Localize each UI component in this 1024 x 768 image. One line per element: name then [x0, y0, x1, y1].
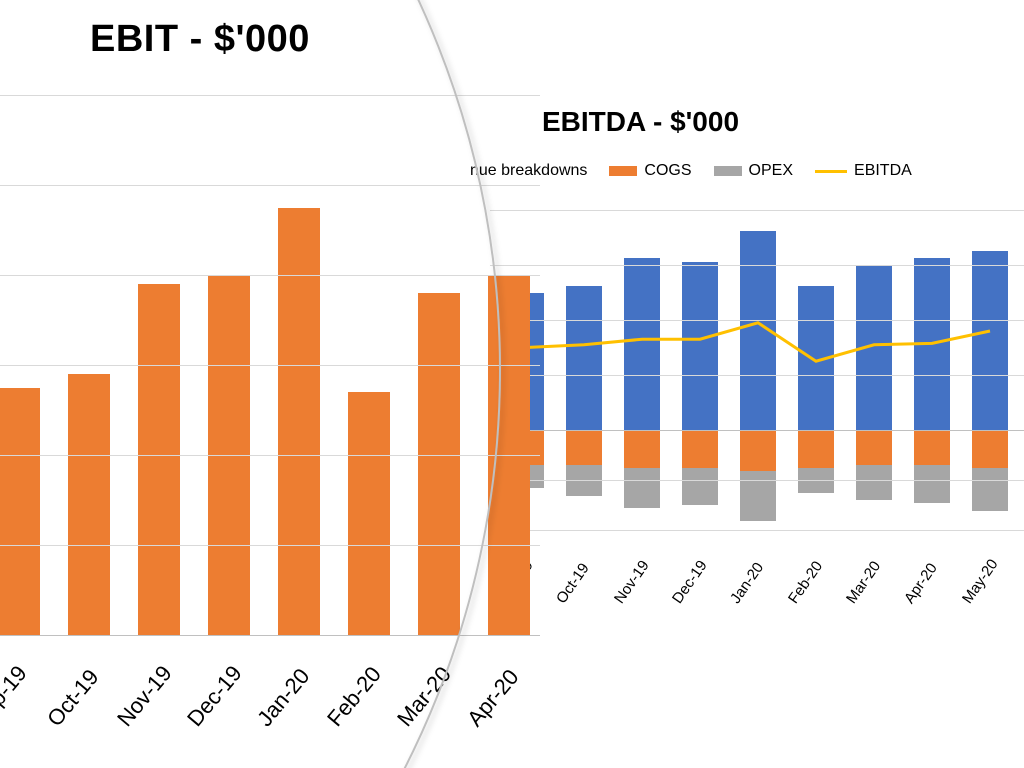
legend-item-opex: OPEX	[714, 162, 793, 180]
ebitda-line-series	[490, 210, 1024, 530]
canvas: EBITDA - $'000 nue breakdowns COGS OPEX …	[0, 0, 1024, 768]
ebit-x-label: Mar-20	[392, 662, 457, 732]
ebitda-x-label: Mar-20	[843, 558, 884, 607]
ebit-x-label: Oct-19	[42, 664, 104, 731]
ebit-x-label: Dec-19	[182, 661, 248, 732]
ebit-gridline	[0, 185, 540, 186]
legend-label-opex: OPEX	[749, 162, 793, 180]
ebitda-gridline	[490, 480, 1024, 481]
ebitda-gridline	[490, 320, 1024, 321]
ebit-plot-area	[0, 95, 540, 635]
ebitda-gridline	[490, 210, 1024, 211]
ebit-gridline	[0, 635, 540, 636]
ebitda-x-label: Feb-20	[785, 558, 826, 607]
ebit-x-label: Jan-20	[252, 663, 315, 731]
ebit-x-label: Sep-19	[0, 661, 33, 732]
legend-swatch-opex	[714, 166, 742, 176]
ebit-bar	[138, 284, 180, 635]
ebitda-panel: EBITDA - $'000 nue breakdowns COGS OPEX …	[470, 100, 1024, 660]
ebitda-gridline	[490, 265, 1024, 266]
ebit-bar	[68, 374, 110, 635]
ebitda-x-label: Nov-19	[611, 557, 653, 606]
ebitda-line-path	[526, 323, 990, 362]
ebit-gridline	[0, 275, 540, 276]
ebit-panel: EBIT - $'000 Sep-19 Oct-19Nov-19Dec-19Jan…	[0, 0, 540, 768]
ebitda-plot-area	[490, 210, 1024, 530]
ebit-title: EBIT - $'000	[90, 18, 310, 61]
legend-swatch-cogs	[609, 166, 637, 176]
ebit-gridline	[0, 95, 540, 96]
ebit-bar	[418, 293, 460, 635]
ebit-x-axis-labels: Sep-19 Oct-19Nov-19Dec-19Jan-20Feb-20Mar-…	[0, 660, 540, 740]
ebit-gridline	[0, 365, 540, 366]
legend-swatch-ebitda	[815, 170, 847, 173]
ebitda-x-label: Apr-20	[901, 560, 941, 607]
ebit-x-label: Feb-20	[322, 662, 387, 732]
ebitda-gridline	[490, 430, 1024, 431]
ebitda-x-label: May-20	[959, 556, 1002, 607]
ebitda-title: EBITDA - $'000	[542, 106, 739, 138]
ebit-bar	[0, 388, 40, 636]
ebitda-gridline	[490, 530, 1024, 531]
ebit-x-label: Apr-20	[462, 664, 524, 731]
ebitda-x-axis-labels: Sep-19Oct-19Nov-19Dec-19Jan-20Feb-20Mar-…	[490, 555, 1024, 635]
legend-label-cogs: COGS	[644, 162, 691, 180]
legend-label-ebitda: EBITDA	[854, 162, 912, 180]
ebit-bar	[278, 208, 320, 636]
ebit-gridline	[0, 545, 540, 546]
ebitda-x-label: Jan-20	[727, 559, 767, 606]
ebitda-legend: nue breakdowns COGS OPEX EBITDA	[470, 158, 1024, 184]
legend-item-cogs: COGS	[609, 162, 691, 180]
ebitda-gridline	[490, 375, 1024, 376]
ebit-gridline	[0, 455, 540, 456]
ebit-x-label: Nov-19	[112, 661, 178, 732]
legend-item-ebitda: EBITDA	[815, 162, 912, 180]
ebitda-x-label: Oct-19	[553, 560, 593, 607]
ebitda-x-label: Dec-19	[669, 557, 711, 606]
ebit-bar	[348, 392, 390, 635]
